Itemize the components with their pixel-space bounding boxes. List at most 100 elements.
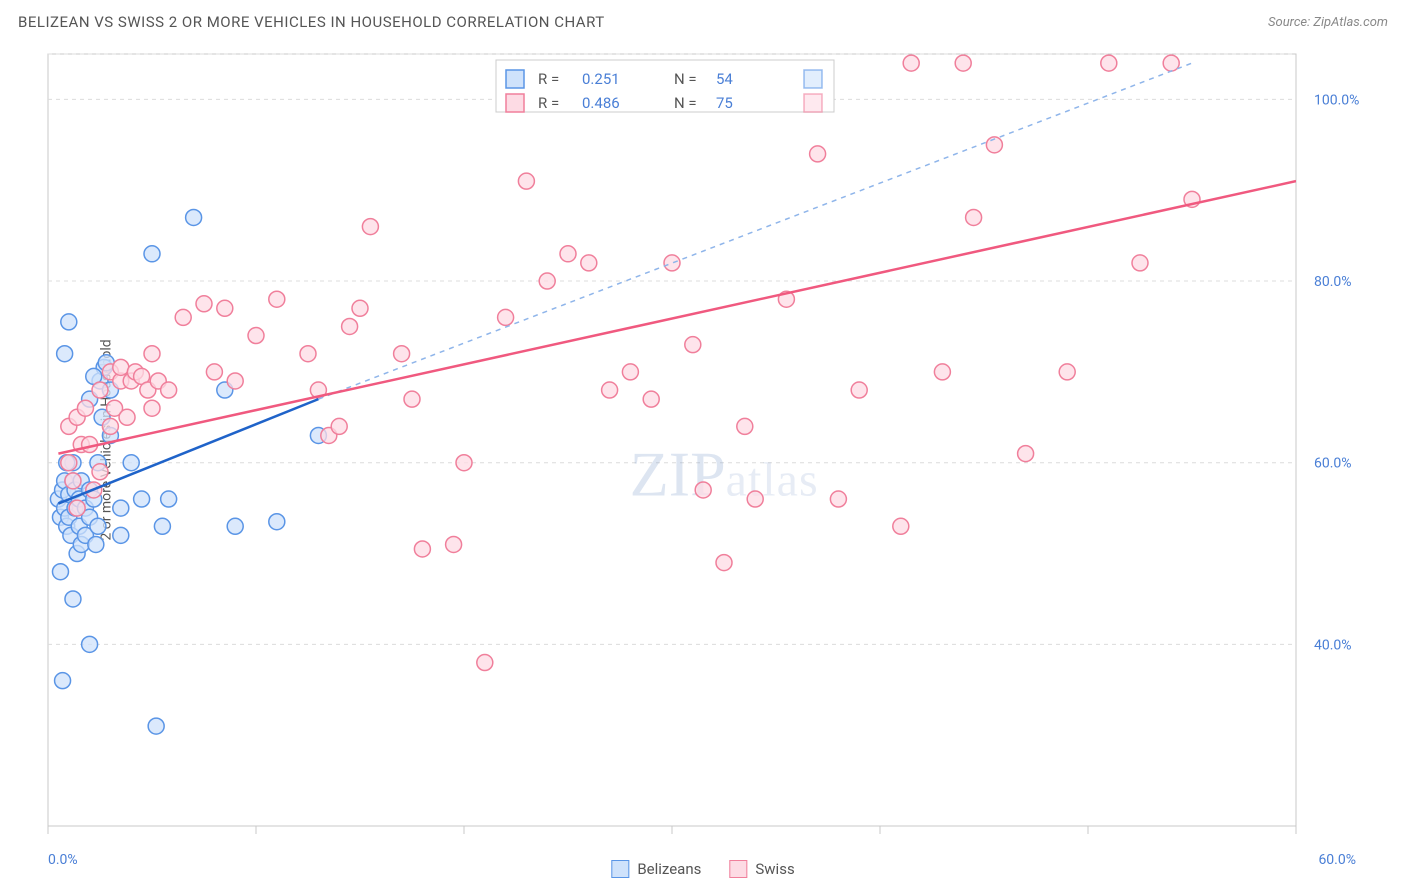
bottom-legend: Belizeans Swiss [611, 860, 794, 878]
scatter-point [518, 173, 534, 189]
legend-r-label: R = [538, 70, 559, 88]
legend-n-label: N = [674, 70, 697, 88]
legend-n-value: 54 [716, 70, 733, 88]
scatter-point [206, 364, 222, 380]
legend-swatch [729, 860, 747, 878]
legend-r-label: R = [538, 94, 559, 112]
scatter-point [134, 491, 150, 507]
scatter-point [69, 500, 85, 516]
scatter-point [227, 373, 243, 389]
legend-n-value: 75 [716, 94, 733, 112]
scatter-point [394, 346, 410, 362]
legend-swatch [804, 70, 822, 88]
scatter-point [161, 491, 177, 507]
scatter-point [77, 400, 93, 416]
scatter-point [352, 300, 368, 316]
chart-footer: 0.0%60.0% BelizeansSwiss [0, 836, 1406, 892]
scatter-point [52, 564, 68, 580]
scatter-point [119, 409, 135, 425]
scatter-point [643, 391, 659, 407]
scatter-point [196, 296, 212, 312]
scatter-point [664, 255, 680, 271]
scatter-point [144, 246, 160, 262]
scatter-point [55, 673, 71, 689]
scatter-point [1101, 55, 1117, 71]
scatter-point [57, 346, 73, 362]
scatter-point [217, 300, 233, 316]
scatter-point [966, 209, 982, 225]
legend-swatch [611, 860, 629, 878]
legend-r-value: 0.251 [582, 70, 620, 88]
scatter-point [92, 382, 108, 398]
chart-header: BELIZEAN VS SWISS 2 OR MORE VEHICLES IN … [0, 0, 1406, 44]
trendline [58, 181, 1296, 453]
watermark: ZIPatlas [630, 438, 819, 509]
scatter-point [747, 491, 763, 507]
scatter-point [90, 518, 106, 534]
scatter-point [1059, 364, 1075, 380]
scatter-point [456, 455, 472, 471]
scatter-point [161, 382, 177, 398]
legend-r-value: 0.486 [582, 94, 620, 112]
legend-label: Belizeans [637, 860, 701, 878]
y-tick-label: 40.0% [1314, 637, 1352, 653]
scatter-point [810, 146, 826, 162]
scatter-point [955, 55, 971, 71]
scatter-point [685, 337, 701, 353]
y-tick-label: 60.0% [1314, 456, 1352, 472]
scatter-point [175, 309, 191, 325]
scatter-point [903, 55, 919, 71]
scatter-point [446, 536, 462, 552]
scatter-point [82, 636, 98, 652]
legend-item: Swiss [729, 860, 794, 878]
chart-source: Source: ZipAtlas.com [1268, 15, 1388, 30]
scatter-point [1018, 446, 1034, 462]
scatter-point [144, 346, 160, 362]
scatter-point [92, 464, 108, 480]
scatter-point [61, 455, 77, 471]
scatter-point [539, 273, 555, 289]
scatter-point [144, 400, 160, 416]
legend-swatch [506, 70, 524, 88]
legend-label: Swiss [755, 860, 794, 878]
scatter-point [830, 491, 846, 507]
legend-swatch [506, 94, 524, 112]
scatter-point [65, 591, 81, 607]
scatter-point [498, 309, 514, 325]
plot-area: 2 or more Vehicles in Household 40.0%60.… [0, 44, 1406, 836]
scatter-point [414, 541, 430, 557]
scatter-plot: 40.0%60.0%80.0%100.0%ZIPatlasR =0.251N =… [44, 44, 1406, 836]
chart-title: BELIZEAN VS SWISS 2 OR MORE VEHICLES IN … [18, 13, 605, 31]
legend-n-label: N = [674, 94, 697, 112]
scatter-point [61, 314, 77, 330]
scatter-point [581, 255, 597, 271]
scatter-point [123, 455, 139, 471]
scatter-point [300, 346, 316, 362]
scatter-point [154, 518, 170, 534]
scatter-point [1132, 255, 1148, 271]
legend-item: Belizeans [611, 860, 701, 878]
scatter-point [269, 291, 285, 307]
scatter-point [148, 718, 164, 734]
scatter-point [65, 473, 81, 489]
scatter-point [248, 328, 264, 344]
scatter-point [560, 246, 576, 262]
legend-swatch [804, 94, 822, 112]
scatter-point [113, 500, 129, 516]
scatter-point [622, 364, 638, 380]
scatter-point [695, 482, 711, 498]
scatter-point [362, 219, 378, 235]
y-tick-label: 80.0% [1314, 274, 1352, 290]
scatter-point [227, 518, 243, 534]
scatter-point [113, 527, 129, 543]
scatter-point [269, 514, 285, 530]
scatter-point [602, 382, 618, 398]
scatter-point [851, 382, 867, 398]
scatter-point [934, 364, 950, 380]
scatter-point [404, 391, 420, 407]
scatter-point [113, 359, 129, 375]
scatter-point [88, 536, 104, 552]
scatter-point [737, 418, 753, 434]
scatter-point [342, 318, 358, 334]
trendline-extrapolated [318, 63, 1192, 399]
